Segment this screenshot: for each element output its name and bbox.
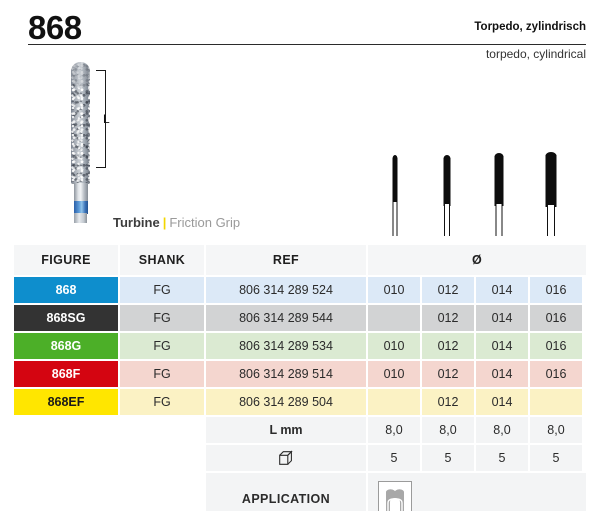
pack-quantity-value: 5 bbox=[530, 445, 582, 471]
bur-neck bbox=[73, 183, 88, 203]
pack-quantity-row: 5 5 5 5 bbox=[14, 445, 586, 471]
pack-quantity-value: 5 bbox=[422, 445, 474, 471]
shank-cell: FG bbox=[120, 305, 204, 331]
shank-cell: FG bbox=[120, 389, 204, 415]
col-header-diameter: Ø bbox=[368, 245, 586, 275]
col-header-shank: SHANK bbox=[120, 245, 204, 275]
diameter-group: 010 012 014 016 bbox=[368, 361, 582, 387]
handpiece-type: Turbine | Friction Grip bbox=[113, 215, 240, 230]
diameter-cell: 012 bbox=[422, 305, 474, 331]
diameter-cell: 010 bbox=[368, 333, 420, 359]
diameter-cell: 010 bbox=[368, 277, 420, 303]
length-value: 8,0 bbox=[476, 417, 528, 443]
table-row: 868F FG 806 314 289 514 010 012 014 016 bbox=[14, 361, 586, 387]
ref-cell: 806 314 289 524 bbox=[206, 277, 366, 303]
tooth-icon bbox=[378, 481, 412, 511]
figure-cell: 868F bbox=[14, 361, 118, 387]
shank-cell: FG bbox=[120, 333, 204, 359]
page-title: 868 bbox=[28, 9, 82, 46]
figure-cell: 868EF bbox=[14, 389, 118, 415]
bur-silhouette-014-icon bbox=[488, 153, 510, 236]
diameter-cell: 010 bbox=[368, 361, 420, 387]
figure-code-chip: 868 bbox=[14, 277, 118, 303]
length-bracket bbox=[96, 70, 106, 168]
diameter-cell: 016 bbox=[530, 361, 582, 387]
ref-cell: 806 314 289 544 bbox=[206, 305, 366, 331]
diameter-group: 010 012 014 016 bbox=[368, 277, 582, 303]
diameter-cell: 012 bbox=[422, 277, 474, 303]
diameter-cell bbox=[368, 389, 420, 415]
diameter-group: 012 014 016 bbox=[368, 305, 582, 331]
figure-code-chip: 868SG bbox=[14, 305, 118, 331]
bur-working-part bbox=[71, 62, 90, 184]
diameter-cell: 014 bbox=[476, 305, 528, 331]
handpiece-separator: | bbox=[162, 215, 167, 230]
ref-cell: 806 314 289 514 bbox=[206, 361, 366, 387]
box-icon bbox=[206, 445, 366, 471]
length-value: 8,0 bbox=[422, 417, 474, 443]
diameter-group: 010 012 014 016 bbox=[368, 333, 582, 359]
diameter-cell bbox=[368, 305, 420, 331]
figure-code-chip: 868F bbox=[14, 361, 118, 387]
figure-code-chip: 868EF bbox=[14, 389, 118, 415]
application-label: APPLICATION bbox=[206, 473, 366, 511]
bur-shaft bbox=[74, 213, 87, 223]
table-header-row: FIGURE SHANK REF Ø bbox=[14, 245, 586, 275]
diameter-cell: 016 bbox=[530, 305, 582, 331]
length-value: 8,0 bbox=[530, 417, 582, 443]
application-icons bbox=[368, 473, 586, 511]
handpiece-type-bold: Turbine bbox=[113, 215, 160, 230]
figure-cell: 868G bbox=[14, 333, 118, 359]
header-divider bbox=[28, 44, 586, 45]
bur-silhouette-016-icon bbox=[540, 152, 562, 236]
diameter-cell: 014 bbox=[476, 333, 528, 359]
diameter-cell: 014 bbox=[476, 361, 528, 387]
col-header-figure: FIGURE bbox=[14, 245, 118, 275]
diameter-cell: 014 bbox=[476, 389, 528, 415]
table-row: 868EF FG 806 314 289 504 012 014 bbox=[14, 389, 586, 415]
shank-cell: FG bbox=[120, 361, 204, 387]
diameter-cell: 012 bbox=[422, 389, 474, 415]
diameter-cell: 012 bbox=[422, 333, 474, 359]
pack-quantity-value: 5 bbox=[368, 445, 420, 471]
diameter-cell bbox=[530, 389, 582, 415]
col-header-ref: REF bbox=[206, 245, 366, 275]
ref-cell: 806 314 289 534 bbox=[206, 333, 366, 359]
diameter-cell: 016 bbox=[530, 333, 582, 359]
product-name-en: torpedo, cylindrical bbox=[485, 47, 586, 61]
pack-quantity-value: 5 bbox=[476, 445, 528, 471]
table-row: 868 FG 806 314 289 524 010 012 014 016 bbox=[14, 277, 586, 303]
length-row: L mm 8,0 8,0 8,0 8,0 bbox=[14, 417, 586, 443]
table-row: 868SG FG 806 314 289 544 012 014 016 bbox=[14, 305, 586, 331]
length-label: L bbox=[103, 112, 110, 126]
shank-cell: FG bbox=[120, 277, 204, 303]
application-row: APPLICATION bbox=[14, 473, 586, 511]
diameter-cell: 012 bbox=[422, 361, 474, 387]
specification-table: FIGURE SHANK REF Ø 868 FG 806 314 289 524 0… bbox=[14, 245, 586, 511]
bur-silhouette-012-icon bbox=[436, 155, 458, 236]
table-row: 868G FG 806 314 289 534 010 012 014 016 bbox=[14, 333, 586, 359]
bur-color-band bbox=[73, 201, 88, 214]
figure-cell: 868 bbox=[14, 277, 118, 303]
diameter-cell: 016 bbox=[530, 277, 582, 303]
diameter-group: 012 014 bbox=[368, 389, 582, 415]
diameter-cell: 014 bbox=[476, 277, 528, 303]
product-name-de: Torpedo, zylindrisch bbox=[474, 21, 586, 33]
ref-cell: 806 314 289 504 bbox=[206, 389, 366, 415]
handpiece-type-light: Friction Grip bbox=[169, 215, 241, 230]
figure-code-chip: 868G bbox=[14, 333, 118, 359]
bur-silhouette-010-icon bbox=[384, 155, 406, 236]
length-row-label: L mm bbox=[206, 417, 366, 443]
diamond-bur-torpedo-icon bbox=[64, 62, 98, 223]
length-value: 8,0 bbox=[368, 417, 420, 443]
figure-cell: 868SG bbox=[14, 305, 118, 331]
